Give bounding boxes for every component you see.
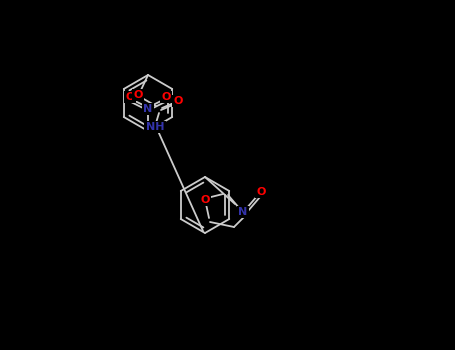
Text: N: N bbox=[238, 207, 248, 217]
Text: O: O bbox=[125, 92, 135, 102]
Text: O: O bbox=[256, 187, 266, 197]
Text: N: N bbox=[143, 104, 152, 114]
Text: O: O bbox=[200, 195, 210, 205]
Text: NH: NH bbox=[146, 122, 164, 132]
Text: O: O bbox=[133, 90, 143, 100]
Text: O: O bbox=[162, 92, 171, 102]
Text: O: O bbox=[173, 96, 183, 106]
